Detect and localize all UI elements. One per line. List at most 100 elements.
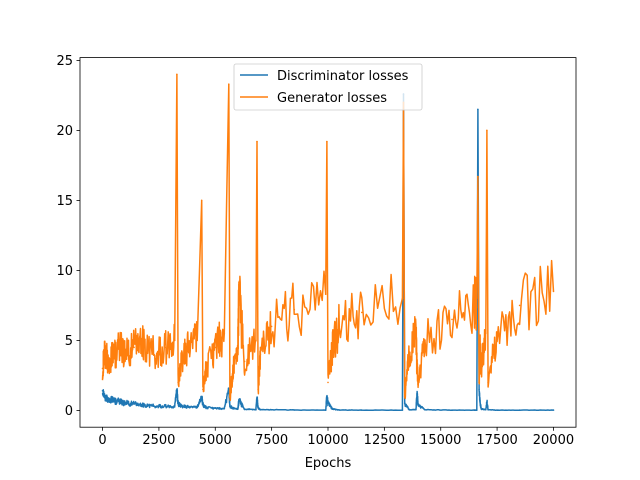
generator-data-point [479,346,482,349]
x-tick-label: 15000 [420,433,461,448]
generator-data-point [229,395,231,398]
generator-data-point [146,346,149,349]
discriminator-data-point [361,409,363,411]
generator-data-point [361,311,363,314]
generator-data-point [223,332,226,335]
generator-data-point [232,367,235,370]
generator-data-point [327,381,329,384]
discriminator-data-point [478,388,480,391]
generator-data-point [187,346,189,349]
generator-data-point [326,140,328,143]
generator-data-point [403,395,406,398]
discriminator-data-point [487,408,489,411]
discriminator-data-point [146,404,149,407]
discriminator-data-point [196,406,198,409]
discriminator-data-point [155,405,158,408]
generator-data-point [518,304,521,307]
generator-data-point [238,293,240,296]
discriminator-data-point [255,408,257,411]
discriminator-data-point [238,399,240,402]
discriminator-data-point [133,403,135,405]
x-tick-label: 10000 [307,433,348,448]
legend-frame [233,63,423,111]
generator-data-point [255,339,257,342]
discriminator-data-point [180,405,183,408]
discriminator-data-point [257,406,259,409]
generator-data-point [417,381,420,384]
discriminator-data-point [518,409,521,411]
generator-data-point [113,353,115,356]
generator-data-point [214,346,217,349]
x-tick-label: 5000 [199,433,232,448]
discriminator-data-point [485,408,487,411]
discriminator-data-point [293,409,296,411]
generator-data-point [180,360,183,363]
discriminator-data-point [176,388,178,391]
generator-data-point [473,304,476,307]
discriminator-data-point [140,404,142,406]
generator-data-point [480,367,483,370]
discriminator-data-point [326,395,328,398]
discriminator-data-point [408,408,411,411]
discriminator-data-point [256,397,258,399]
y-tick-label: 10 [56,264,73,279]
discriminator-data-point [479,402,482,405]
discriminator-data-point [476,409,478,411]
discriminator-data-point [232,407,235,410]
discriminator-data-point [424,408,426,411]
generator-data-point [338,325,341,328]
generator-data-point [177,381,179,384]
discriminator-data-point [401,409,404,411]
generator-data-point [237,346,239,349]
generator-data-point [202,388,204,391]
generator-data-point [140,339,142,342]
discriminator-data-point [259,408,262,411]
legend: Discriminator losses Generator losses [233,63,423,111]
generator-data-point [243,360,246,363]
legend-label-generator: Generator losses [277,91,387,106]
discriminator-loss-line [101,93,554,411]
discriminator-data-point [415,408,417,411]
x-tick-label: 0 [98,433,106,448]
discriminator-data-point [126,402,129,405]
generator-data-point [176,73,178,76]
generator-data-point [424,339,426,342]
generator-data-point [401,297,404,300]
generator-data-point [108,360,111,363]
x-tick-label: 7500 [255,433,288,448]
generator-data-point [155,353,158,356]
legend-label-discriminator: Discriminator losses [277,69,409,84]
discriminator-data-point [229,405,231,408]
generator-data-point [119,346,122,349]
discriminator-data-point [473,409,476,411]
discriminator-data-point [173,406,176,408]
generator-data-point [486,129,488,132]
discriminator-data-point [338,409,341,411]
y-tick-label: 25 [56,54,73,69]
y-axis: 0 5 10 15 20 25 [56,54,80,419]
discriminator-data-point [119,401,122,403]
generator-data-point [408,353,411,356]
discriminator-data-point [480,408,483,410]
discriminator-data-point [187,406,189,408]
discriminator-data-point [205,406,208,409]
y-tick-label: 0 [65,404,73,419]
discriminator-data-point [101,390,104,392]
x-tick-label: 12500 [364,433,405,448]
discriminator-data-point [327,402,329,405]
generator-data-point [257,388,259,391]
discriminator-data-point [416,392,418,395]
x-tick-label: 17500 [476,433,517,448]
discriminator-data-point [496,409,498,411]
generator-data-point [324,293,327,296]
discriminator-data-point [202,404,204,406]
discriminator-data-point [324,409,327,411]
generator-data-point [487,381,489,384]
generator-data-point [133,346,135,349]
generator-data-point [293,308,296,311]
generator-data-point [496,332,498,335]
generator-data-point [173,339,176,342]
discriminator-data-point [451,409,453,411]
generator-data-point [416,367,418,370]
series-discriminator [101,93,555,411]
